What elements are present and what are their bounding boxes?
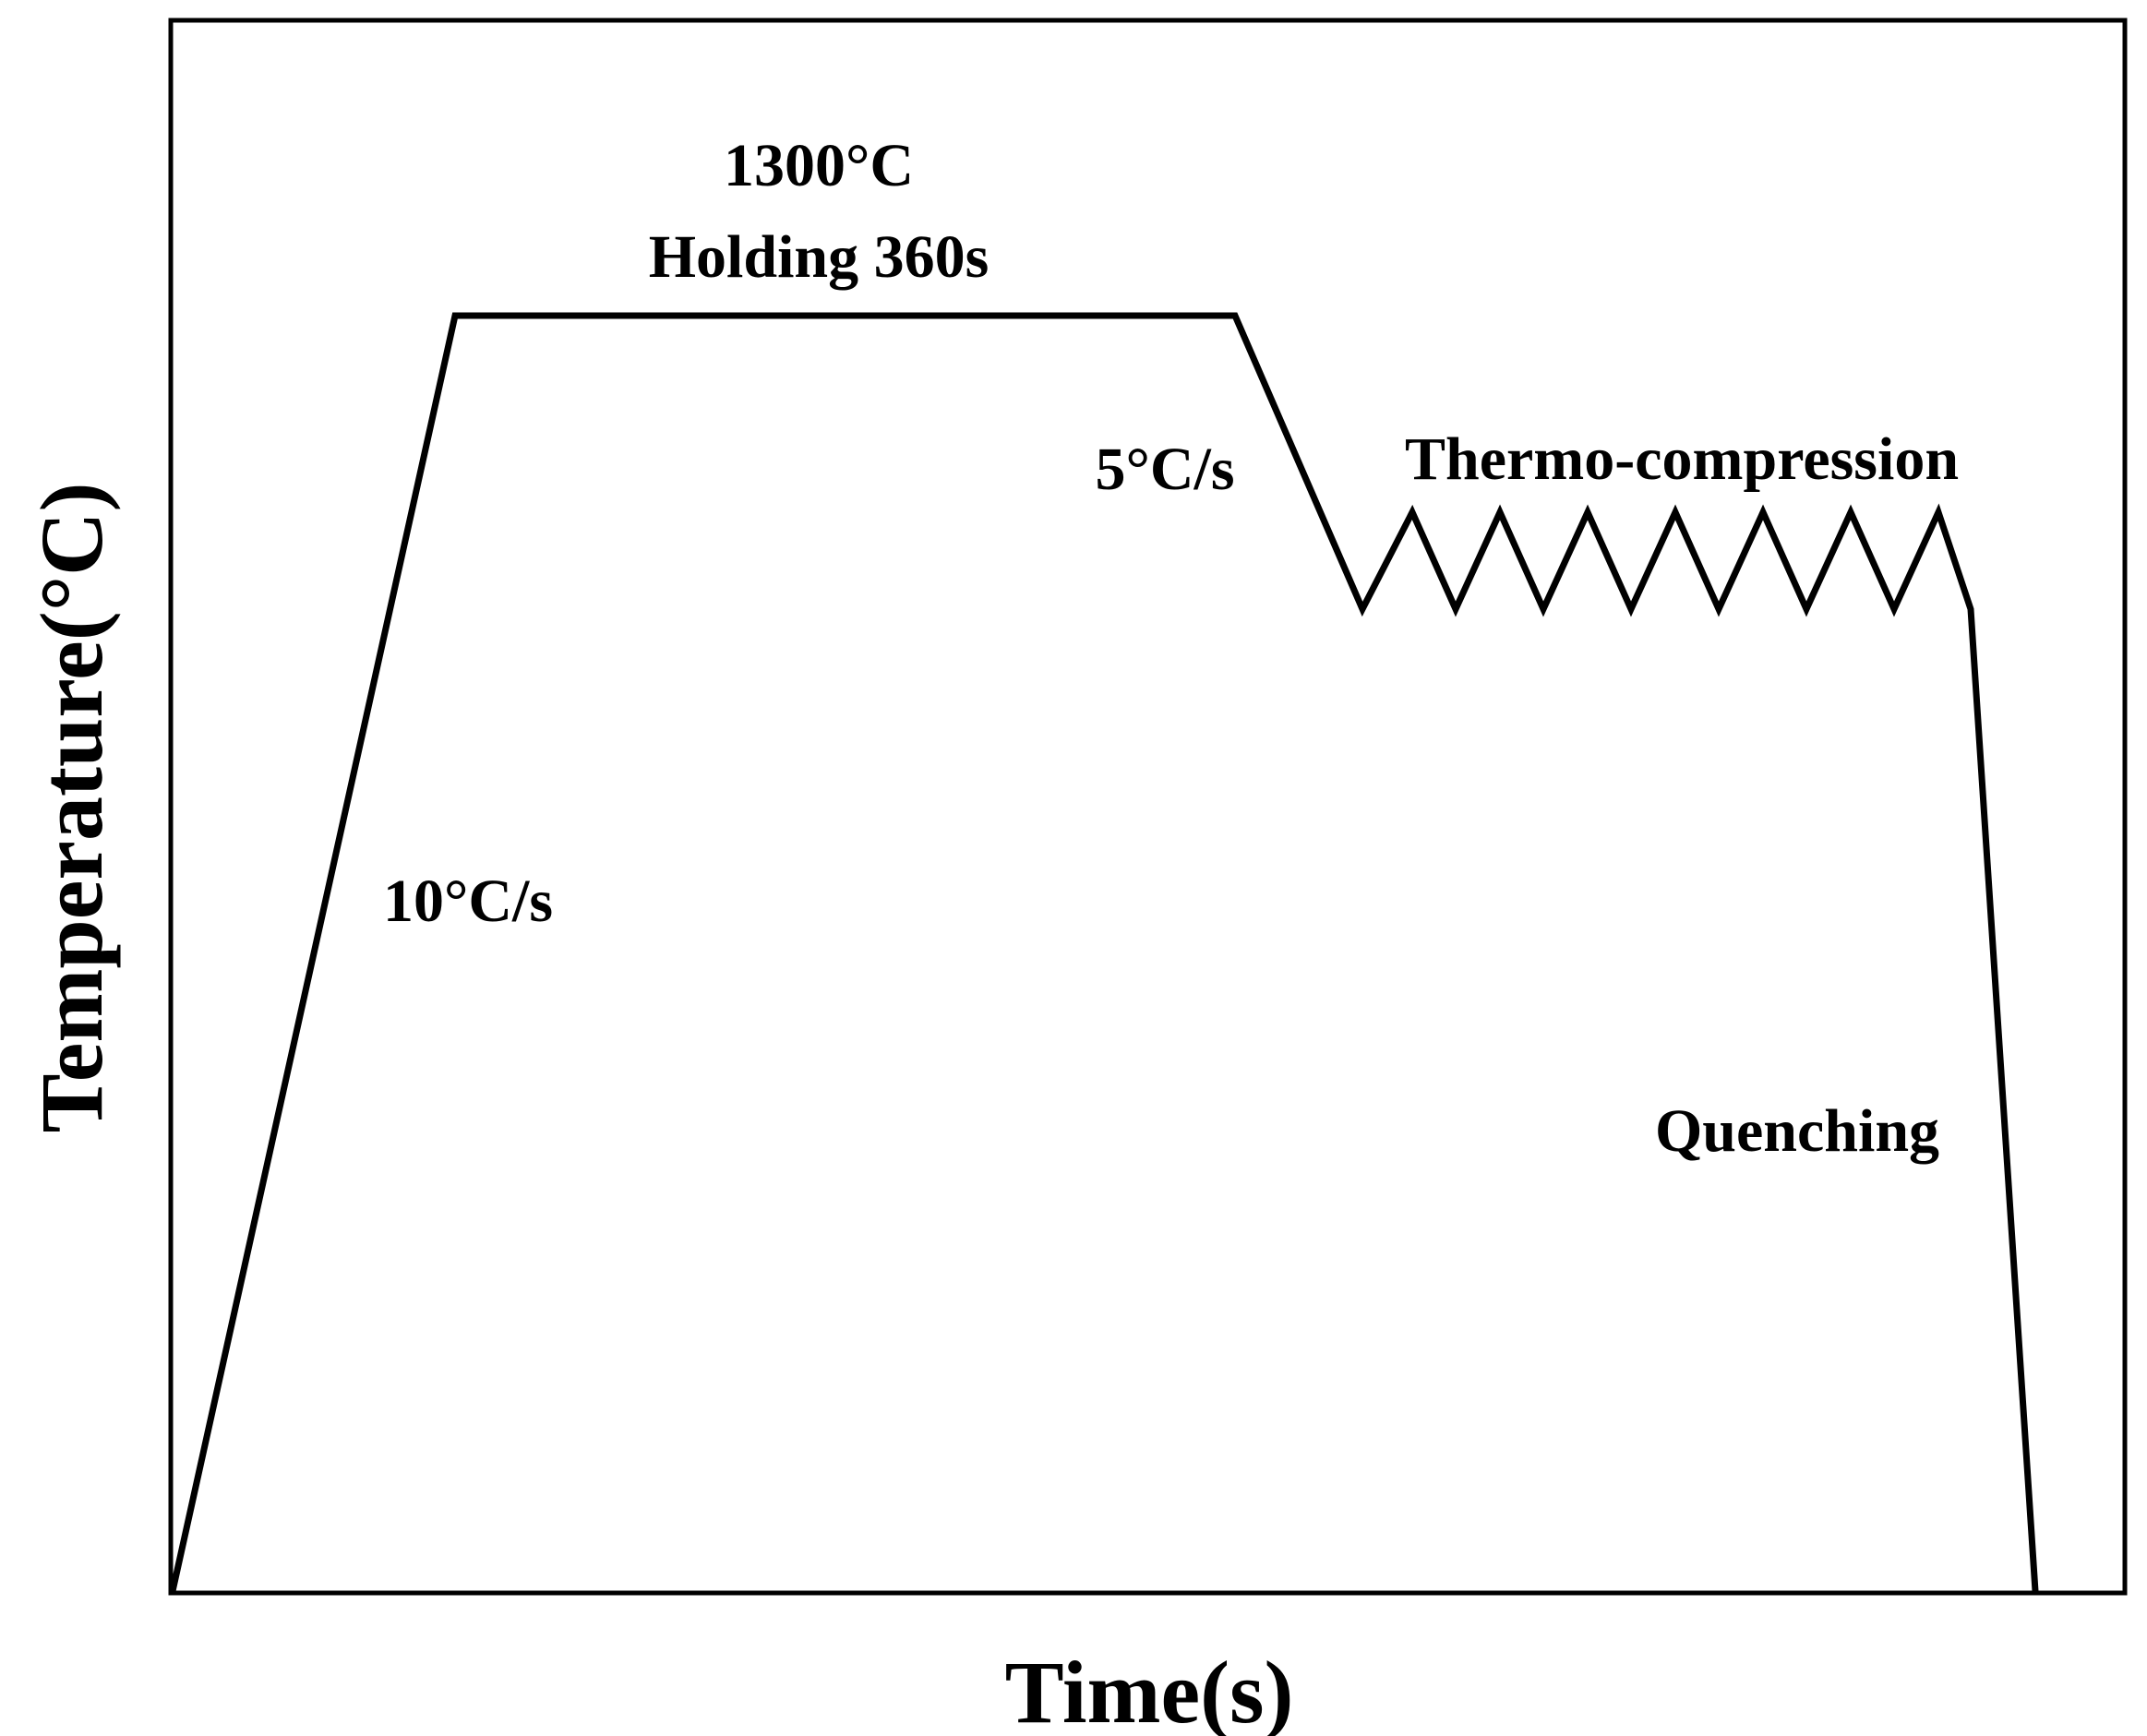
temperature-profile-line xyxy=(169,312,2039,1592)
plot-frame xyxy=(168,18,2128,1596)
heating-rate-label: 10°C/s xyxy=(383,868,553,935)
holding-time-label: Holding 360s xyxy=(649,223,990,291)
holding-temperature-label: 1300°C xyxy=(724,132,914,199)
y-axis-title: Temperature(°C) xyxy=(22,483,121,1133)
quenching-label: Quenching xyxy=(1655,1097,1939,1165)
thermo-compression-label: Thermo-compression xyxy=(1405,425,1959,493)
cooling-rate-label: 5°C/s xyxy=(1095,436,1234,503)
x-axis-title: Time(s) xyxy=(1005,1643,1294,1736)
